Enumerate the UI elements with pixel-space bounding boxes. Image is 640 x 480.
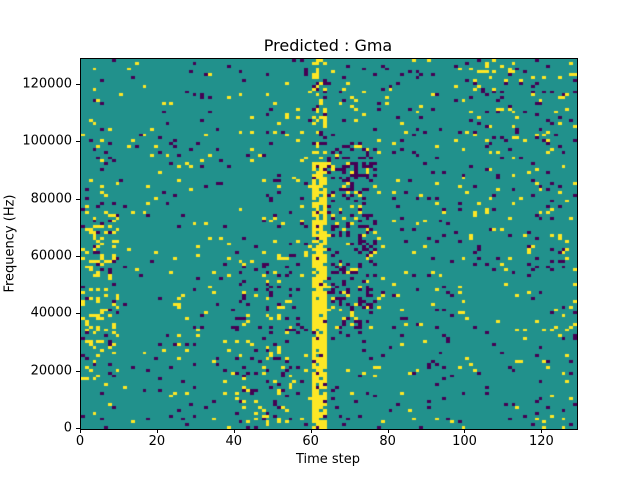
y-tick-label: 60000	[30, 248, 72, 264]
y-tick-label: 20000	[30, 363, 72, 379]
heatmap-canvas	[81, 59, 577, 429]
y-tick-label: 80000	[30, 191, 72, 207]
x-tick-mark	[156, 429, 158, 433]
x-tick-label: 20	[148, 434, 166, 449]
y-tick-mark	[76, 428, 80, 429]
y-tick-label: 40000	[30, 305, 72, 321]
y-tick-mark	[76, 141, 80, 143]
y-tick-mark	[76, 370, 80, 372]
x-tick-mark	[233, 429, 235, 433]
y-tick-label: 0	[63, 420, 72, 436]
x-tick-label: 80	[379, 434, 396, 449]
y-tick-mark	[76, 255, 80, 257]
x-tick-label: 40	[225, 434, 243, 449]
y-tick-mark	[76, 83, 80, 85]
x-tick-mark	[310, 429, 312, 433]
x-tick-mark	[464, 429, 466, 433]
plot-title: Predicted : Gma	[263, 36, 393, 55]
y-tick-label: 100000	[22, 133, 72, 149]
x-tick-label: 100	[452, 434, 477, 449]
x-tick-mark	[80, 429, 81, 433]
y-tick-mark	[76, 198, 80, 200]
x-tick-label: 0	[75, 434, 85, 449]
x-tick-label: 120	[528, 434, 554, 449]
x-tick-mark	[541, 429, 543, 433]
y-tick-label: 120000	[22, 76, 72, 92]
y-tick-mark	[76, 313, 80, 315]
x-tick-label: 60	[302, 434, 319, 449]
x-axis-label: Time step	[295, 452, 361, 467]
plot-area	[80, 58, 578, 430]
x-tick-mark	[387, 429, 389, 433]
